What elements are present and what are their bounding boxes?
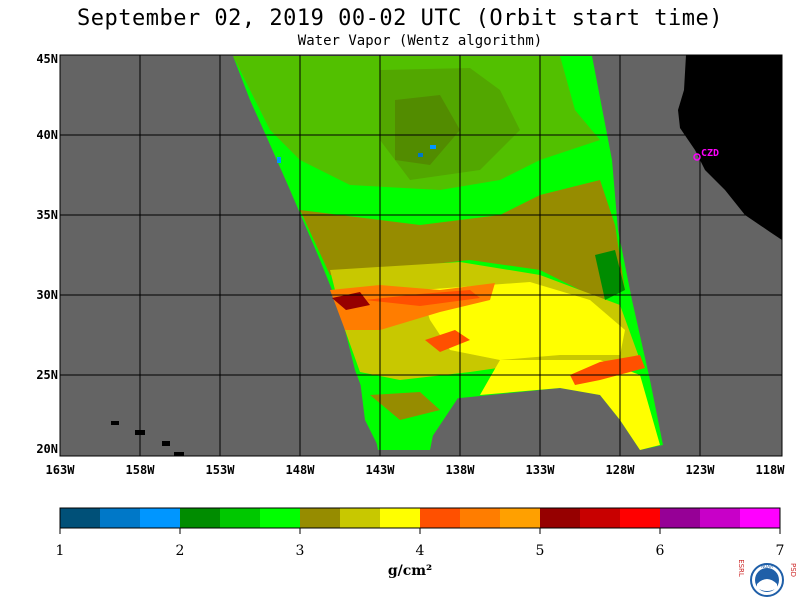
swath-dark-green-east xyxy=(595,250,625,300)
lat-label-40: 40N xyxy=(36,128,58,142)
swath-yellow-south xyxy=(480,360,660,450)
cb-tick-6: 6 xyxy=(655,543,665,559)
swath-orange-south xyxy=(570,355,645,385)
logo-esrl-letters: ESRL xyxy=(737,560,745,577)
lat-label-45: 45N xyxy=(36,52,58,66)
blue-pixel-3 xyxy=(277,157,281,163)
swath-red-orange xyxy=(365,290,480,306)
noaa-logo: ESRL NOAA PSD xyxy=(737,560,797,597)
cb-tick-5: 5 xyxy=(535,543,545,559)
cb-tick-2: 2 xyxy=(175,543,185,559)
lon-label-143w: 143W xyxy=(365,463,395,477)
lat-label-35: 35N xyxy=(36,208,58,222)
station-label: CZD xyxy=(701,148,719,159)
lat-label-30: 30N xyxy=(36,288,58,302)
chart-title: September 02, 2019 00-02 UTC (Orbit star… xyxy=(76,6,724,31)
lon-label-128w: 128W xyxy=(605,463,635,477)
cb-tick-1: 1 xyxy=(55,543,65,559)
lon-label-133w: 133W xyxy=(525,463,555,477)
blue-pixel-2 xyxy=(418,153,423,157)
swath-olive-band xyxy=(233,56,600,190)
chart-subtitle: Water Vapor (Wentz algorithm) xyxy=(297,33,543,49)
station-marker xyxy=(693,153,701,161)
land-california xyxy=(678,55,782,240)
lon-label-148w: 148W xyxy=(285,463,315,477)
lon-label-153w: 153W xyxy=(205,463,235,477)
logo-noaa-text: NOAA xyxy=(761,564,773,569)
logo-psd-letters: PSD xyxy=(789,563,797,577)
blue-pixel-1 xyxy=(430,145,436,149)
map-frame xyxy=(59,54,783,457)
swath-olive-south xyxy=(370,392,440,420)
swath-dark-red xyxy=(332,292,370,310)
swath-orange-spot xyxy=(425,330,470,352)
swath-olive-mid xyxy=(300,180,625,300)
cb-tick-3: 3 xyxy=(295,543,305,559)
cb-tick-4: 4 xyxy=(415,543,425,559)
lat-label-25: 25N xyxy=(36,368,58,382)
swath xyxy=(233,56,663,450)
lon-label-123w: 123W xyxy=(685,463,715,477)
lon-label-118w: 118W xyxy=(755,463,785,477)
lon-label-163w: 163W xyxy=(45,463,75,477)
lat-label-20: 20N xyxy=(36,442,58,456)
colorbar-units: g/cm² xyxy=(387,563,433,579)
graticule xyxy=(60,55,782,456)
cb-tick-7: 7 xyxy=(775,543,785,559)
lon-label-158w: 158W xyxy=(125,463,155,477)
lon-label-138w: 138W xyxy=(445,463,475,477)
